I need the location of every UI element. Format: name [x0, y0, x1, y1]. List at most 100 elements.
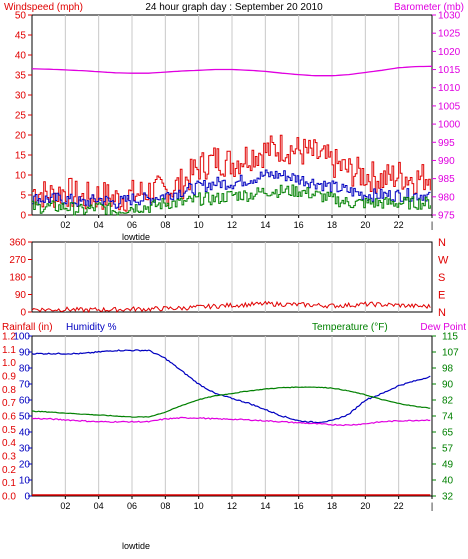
- rain-tick-label: 0.4: [2, 438, 16, 449]
- barometer-axis-label: Barometer (mb): [394, 2, 464, 13]
- y-tick-label: 30: [15, 91, 27, 102]
- humidity-series-line: [31, 349, 431, 424]
- rain-tick-label: 0.2: [2, 465, 16, 476]
- temperature-tick-label: 107: [442, 348, 459, 359]
- y-tick-label: 0: [20, 211, 26, 222]
- compass-letter: W: [438, 255, 449, 267]
- x-tick-label: 06: [127, 220, 137, 230]
- humidity-axis-label: Humidity %: [66, 322, 117, 333]
- y-tick-label: 1020: [438, 47, 461, 58]
- wind-series: [31, 65, 433, 216]
- x-tick-label: 02: [60, 220, 70, 230]
- humidity-y-ticks: 0 10 20 30 40 50 60 70 80 90 100: [13, 332, 32, 503]
- humidity-tick-label: 100: [13, 332, 30, 343]
- y-tick-label: 45: [15, 31, 27, 42]
- rain-tick-label: 0.9: [2, 372, 16, 383]
- y-tick-label: 1015: [438, 65, 461, 76]
- y-tick-label: 40: [15, 51, 27, 62]
- graph-title: 24 hour graph day : September 20 2010: [145, 2, 323, 13]
- temperature-axis-label: Temperature (°F): [312, 322, 388, 333]
- climate-series: [31, 349, 431, 496]
- rain-tick-label: 1.1: [2, 345, 16, 356]
- x-tick-label: 14: [260, 220, 270, 230]
- direction-y-ticks: 0 90 180 270 360: [9, 238, 32, 319]
- x-tick-label: 08: [160, 501, 170, 511]
- rainfall-axis-label: Rainfall (in): [2, 322, 53, 333]
- dewpoint-series-line: [31, 416, 431, 427]
- x-tick-label: 10: [194, 501, 204, 511]
- direction-series-line: [31, 300, 431, 314]
- temperature-tick-label: 65: [442, 428, 454, 439]
- temperature-tick-label: 98: [442, 364, 454, 375]
- temperature-tick-label: 90: [442, 380, 454, 391]
- direction-gridlines: [64, 242, 400, 312]
- y-tick-label: 270: [9, 255, 26, 266]
- y-tick-label: 1000: [438, 120, 461, 131]
- x-tick-label: 16: [294, 220, 304, 230]
- avg-wind-series-line: [32, 169, 431, 209]
- y-tick-label: 1025: [438, 29, 461, 40]
- y-tick-label: 1030: [438, 11, 461, 22]
- humidity-tick-label: 90: [19, 348, 31, 359]
- x-tick-label: 14: [260, 501, 270, 511]
- compass-letter: N: [438, 307, 446, 319]
- x-tick-label: 18: [327, 220, 337, 230]
- x-tick-label: 18: [327, 501, 337, 511]
- y-tick-label: 90: [15, 290, 27, 301]
- temperature-tick-label: 115: [442, 332, 458, 343]
- rain-tick-label: 0.3: [2, 452, 16, 463]
- x-tick-label: 04: [94, 501, 104, 511]
- baro-y-ticks: 975 980 985 990 995 1000 1005 1010 1015 1020 1025 1…: [432, 11, 461, 222]
- x-tick-label: |: [431, 220, 433, 230]
- x-tick-label: 04: [94, 220, 104, 230]
- x-tick-label: |: [431, 501, 433, 511]
- dewpoint-axis-label: Dew Point: [420, 322, 466, 333]
- lowtide-marker-2: lowtide: [122, 541, 150, 551]
- humidity-tick-label: 40: [19, 428, 31, 439]
- x-tick-label: 12: [227, 220, 237, 230]
- wind-baro-panel: Windspeed (mph) 24 hour graph day : Sept…: [4, 2, 464, 242]
- rain-tick-label: 0.1: [2, 478, 16, 489]
- temperature-series-line: [31, 386, 431, 418]
- x-tick-label: 16: [294, 501, 304, 511]
- x-tick-label: 22: [394, 501, 404, 511]
- rain-tick-label: 0.8: [2, 385, 16, 396]
- low-wind-series-line: [32, 184, 431, 216]
- compass-letter: E: [438, 290, 445, 302]
- rain-y-ticks: 0.0 0.1 0.2 0.3 0.4 0.5 0.6 0.7 0.8 0.9 1.0 1.1 1.2: [2, 332, 16, 503]
- y-tick-label: 10: [15, 171, 27, 182]
- rain-tick-label: 1.0: [2, 358, 16, 369]
- temperature-y-ticks: 32 40 49 57 65 74 82 90 98 107 115: [432, 332, 459, 503]
- humidity-tick-label: 30: [19, 444, 31, 455]
- y-tick-label: 180: [9, 273, 26, 284]
- rain-tick-label: 0.7: [2, 398, 16, 409]
- humidity-tick-label: 60: [19, 396, 31, 407]
- direction-series: [31, 300, 431, 314]
- y-tick-label: 25: [15, 111, 27, 122]
- temperature-tick-label: 32: [442, 492, 454, 503]
- y-tick-label: 20: [15, 131, 27, 142]
- y-tick-label: 990: [438, 156, 455, 167]
- y-tick-label: 980: [438, 192, 455, 203]
- rain-tick-label: 1.2: [2, 332, 16, 343]
- humidity-tick-label: 10: [19, 476, 31, 487]
- x-tick-label: 12: [227, 501, 237, 511]
- y-tick-label: 15: [15, 151, 27, 162]
- y-tick-label: 1005: [438, 101, 461, 112]
- compass-letter: S: [438, 272, 445, 284]
- temperature-tick-label: 82: [442, 396, 454, 407]
- wind-x-ticks: 02 04 06 08 10 12 14 16 18 20 22 |: [60, 215, 433, 230]
- x-tick-label: 02: [60, 501, 70, 511]
- climate-gridlines: [64, 336, 400, 496]
- rain-tick-label: 0.6: [2, 412, 16, 423]
- x-tick-label: 20: [360, 501, 370, 511]
- x-tick-label: 06: [127, 501, 137, 511]
- x-tick-label: 22: [394, 220, 404, 230]
- y-tick-label: 995: [438, 138, 455, 149]
- y-tick-label: 50: [15, 11, 27, 22]
- y-tick-label: 975: [438, 211, 455, 222]
- barometer-series-line: [31, 65, 433, 77]
- rain-tick-label: 0.0: [2, 492, 16, 503]
